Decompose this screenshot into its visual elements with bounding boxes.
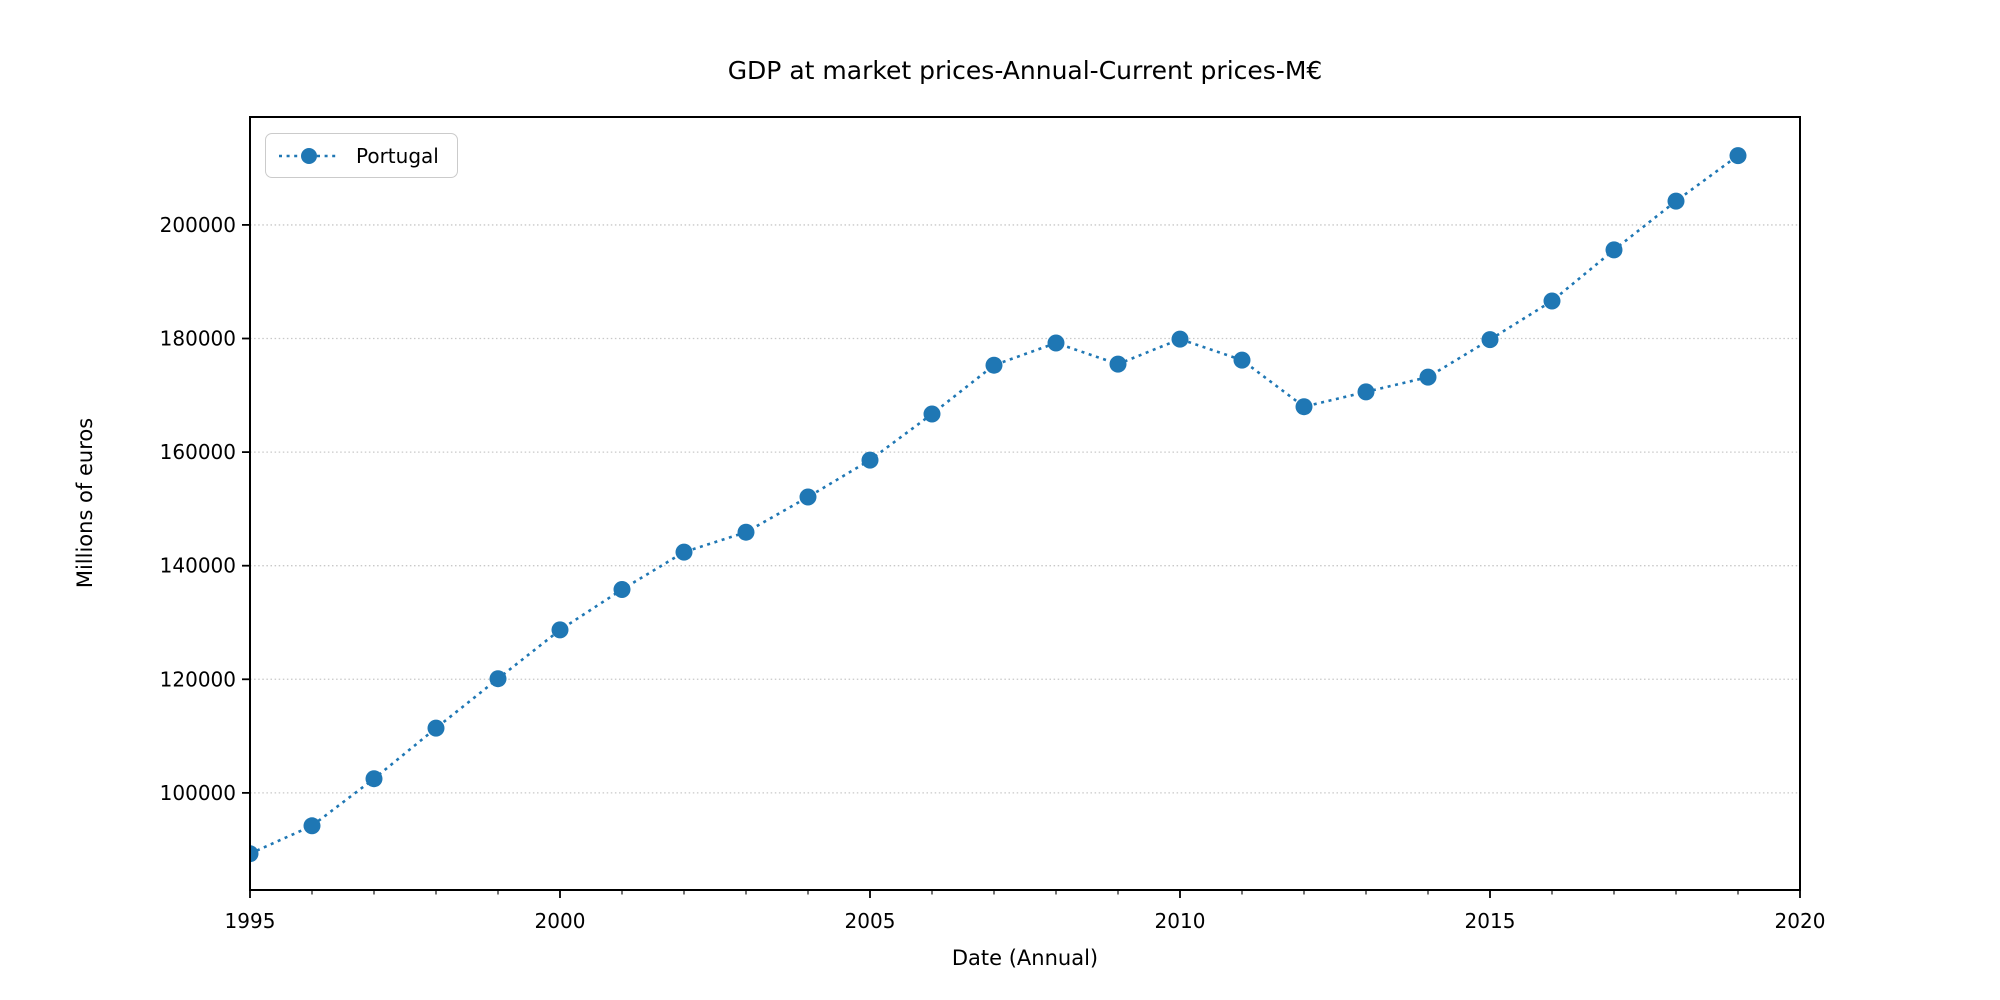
data-point-marker — [675, 543, 693, 561]
chart-title: GDP at market prices-Annual-Current pric… — [727, 56, 1323, 85]
data-point-marker — [861, 451, 879, 469]
x-tick-label: 2000 — [535, 909, 586, 933]
data-point-marker — [1171, 330, 1189, 348]
y-axis-label: Millions of euros — [73, 417, 97, 589]
data-point-marker — [1233, 351, 1251, 369]
data-point-marker — [985, 356, 1003, 374]
data-point-marker — [737, 523, 755, 541]
legend: Portugal — [265, 133, 458, 178]
y-tick-label: 100000 — [160, 781, 236, 805]
y-tick-label: 200000 — [160, 213, 236, 237]
data-point-marker — [1109, 355, 1127, 373]
data-point-marker — [1481, 331, 1499, 349]
data-point-marker — [1357, 383, 1375, 401]
data-point-marker — [1295, 398, 1313, 416]
y-tick-label: 120000 — [160, 667, 236, 691]
x-tick-label: 2020 — [1775, 909, 1826, 933]
data-point-marker — [1605, 241, 1623, 259]
plot-border — [249, 116, 1801, 891]
x-axis-label: Date (Annual) — [951, 946, 1099, 970]
data-point-marker — [489, 670, 507, 688]
data-point-marker — [1729, 147, 1747, 165]
legend-label: Portugal — [356, 143, 439, 168]
data-point-marker — [1543, 292, 1561, 310]
data-point-marker — [1419, 368, 1437, 386]
y-tick-label: 160000 — [160, 440, 236, 464]
data-point-marker — [1667, 192, 1685, 210]
series-line — [250, 154, 1739, 855]
y-tick-label: 180000 — [160, 327, 236, 351]
data-point-marker — [1047, 334, 1065, 352]
data-point-marker — [613, 581, 631, 598]
legend-sample — [279, 147, 339, 164]
data-point-marker — [427, 719, 445, 737]
x-tick-label: 2015 — [1465, 909, 1516, 933]
y-tick-label: 140000 — [160, 554, 236, 578]
data-point-marker — [551, 621, 569, 639]
legend-sample-marker-icon — [301, 147, 317, 164]
data-point-marker — [303, 817, 321, 835]
data-point-marker — [365, 770, 383, 788]
data-point-marker — [250, 845, 259, 863]
data-point-marker — [923, 405, 941, 423]
x-tick-label: 2005 — [845, 909, 896, 933]
data-point-marker — [799, 488, 817, 506]
x-tick-label: 2010 — [1155, 909, 1206, 933]
x-tick-label: 1995 — [225, 909, 276, 933]
series-markers — [250, 147, 1747, 863]
